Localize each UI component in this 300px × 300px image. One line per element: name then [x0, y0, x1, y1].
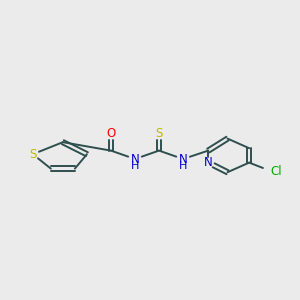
Text: Cl: Cl	[271, 164, 282, 178]
Text: N: N	[130, 152, 140, 166]
Text: O: O	[106, 127, 116, 140]
Text: H: H	[179, 160, 187, 171]
Text: S: S	[155, 127, 163, 140]
Text: N: N	[204, 156, 213, 169]
Text: N: N	[179, 152, 188, 166]
Text: S: S	[29, 148, 37, 161]
Text: H: H	[131, 160, 139, 171]
